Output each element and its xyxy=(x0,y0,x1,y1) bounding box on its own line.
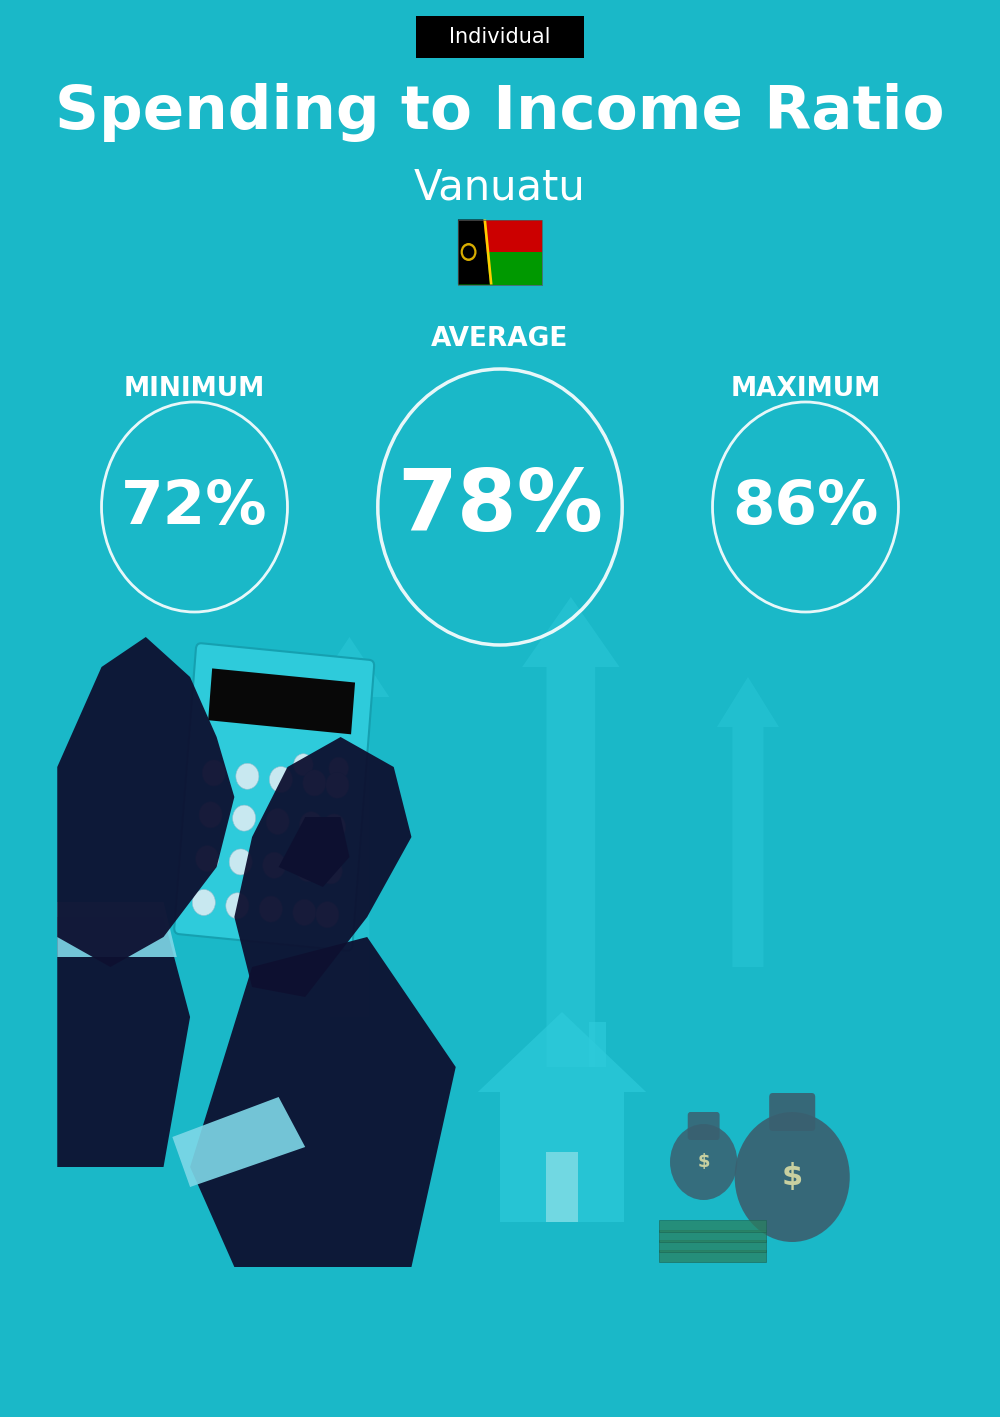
Circle shape xyxy=(296,856,319,881)
Polygon shape xyxy=(458,220,490,285)
FancyBboxPatch shape xyxy=(659,1230,766,1241)
Circle shape xyxy=(323,813,346,840)
Circle shape xyxy=(229,849,252,874)
FancyBboxPatch shape xyxy=(659,1250,766,1263)
FancyBboxPatch shape xyxy=(500,1093,624,1221)
FancyBboxPatch shape xyxy=(659,1220,766,1231)
Circle shape xyxy=(266,809,289,835)
Circle shape xyxy=(461,242,477,261)
Circle shape xyxy=(192,890,215,915)
Text: $: $ xyxy=(782,1162,803,1192)
Circle shape xyxy=(196,846,219,871)
Polygon shape xyxy=(717,677,779,966)
Circle shape xyxy=(326,772,349,798)
Text: AVERAGE: AVERAGE xyxy=(431,326,569,351)
Polygon shape xyxy=(483,220,493,285)
Text: 72%: 72% xyxy=(121,478,268,537)
Text: $: $ xyxy=(697,1153,710,1170)
Circle shape xyxy=(300,812,323,837)
Circle shape xyxy=(294,754,313,775)
Text: Individual: Individual xyxy=(449,27,551,47)
Text: 78%: 78% xyxy=(397,466,603,548)
Circle shape xyxy=(735,1112,850,1241)
Circle shape xyxy=(463,245,474,258)
Circle shape xyxy=(259,896,282,922)
Circle shape xyxy=(329,757,348,779)
Circle shape xyxy=(670,1124,737,1200)
Polygon shape xyxy=(57,903,177,956)
Circle shape xyxy=(236,764,259,789)
Polygon shape xyxy=(57,917,190,1168)
Text: Spending to Income Ratio: Spending to Income Ratio xyxy=(55,82,945,142)
FancyBboxPatch shape xyxy=(546,1152,578,1221)
Circle shape xyxy=(202,760,225,786)
Polygon shape xyxy=(310,638,389,1017)
Circle shape xyxy=(226,893,249,918)
Text: MINIMUM: MINIMUM xyxy=(124,376,265,402)
FancyBboxPatch shape xyxy=(659,1240,766,1253)
Circle shape xyxy=(263,852,286,879)
Circle shape xyxy=(319,857,342,884)
FancyBboxPatch shape xyxy=(589,1022,606,1067)
Circle shape xyxy=(269,767,292,792)
Circle shape xyxy=(316,901,339,928)
Polygon shape xyxy=(234,737,411,998)
Text: Vanuatu: Vanuatu xyxy=(414,166,586,208)
Text: MAXIMUM: MAXIMUM xyxy=(730,376,881,402)
Text: 86%: 86% xyxy=(732,478,879,537)
Polygon shape xyxy=(279,818,349,887)
FancyBboxPatch shape xyxy=(769,1093,815,1131)
Polygon shape xyxy=(190,937,456,1267)
Circle shape xyxy=(293,900,316,925)
FancyBboxPatch shape xyxy=(174,643,374,951)
FancyBboxPatch shape xyxy=(208,669,355,734)
Polygon shape xyxy=(478,1012,646,1093)
Polygon shape xyxy=(458,252,542,285)
Polygon shape xyxy=(57,638,234,966)
Circle shape xyxy=(303,769,326,796)
Circle shape xyxy=(199,802,222,828)
Polygon shape xyxy=(522,597,620,1067)
Polygon shape xyxy=(172,1097,305,1187)
FancyBboxPatch shape xyxy=(416,16,584,58)
FancyBboxPatch shape xyxy=(688,1112,720,1141)
Polygon shape xyxy=(458,220,542,252)
Circle shape xyxy=(233,805,256,832)
